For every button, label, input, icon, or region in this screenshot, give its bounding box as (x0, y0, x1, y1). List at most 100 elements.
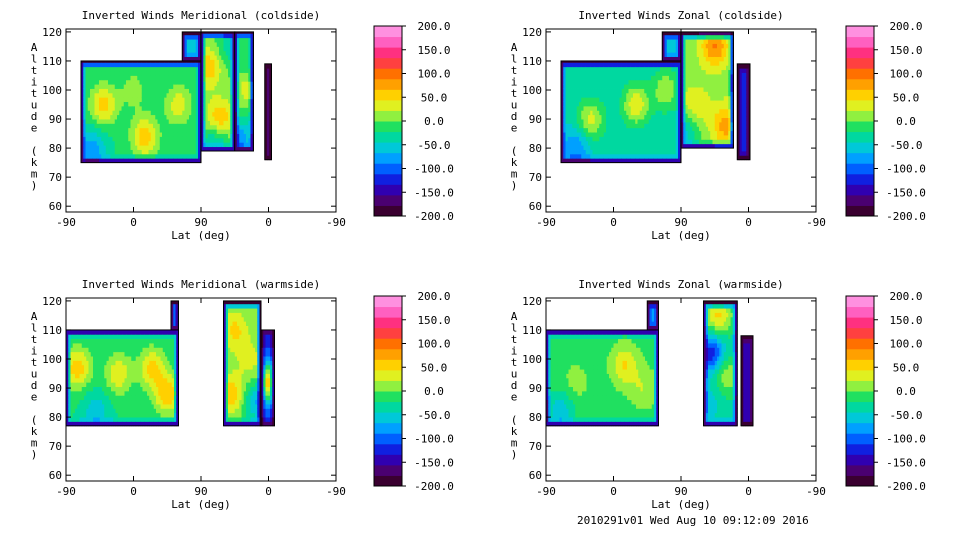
contour-region (703, 300, 738, 427)
x-tick-label: -90 (536, 216, 556, 229)
contour-region (740, 335, 754, 427)
colorbar-swatch (846, 36, 874, 48)
colorbar-swatch (846, 205, 874, 217)
colorbar-swatch (374, 152, 402, 164)
region-outline (740, 335, 754, 427)
chart-panel-2: Inverted Winds Zonal (coldside) -90 0 90 0 -9… (511, 9, 826, 242)
x-tick-label: 0 (265, 216, 272, 229)
chart-title: Inverted Winds Meridional (coldside) (82, 9, 320, 22)
x-tick-label: 90 (194, 485, 207, 498)
region-outline (170, 300, 179, 331)
colorbar-swatch (374, 163, 402, 175)
x-tick-label: 90 (194, 216, 207, 229)
x-tick-label: 0 (610, 485, 617, 498)
colorbar-tick-label: -200.0 (414, 210, 454, 223)
x-tick-label: 0 (265, 485, 272, 498)
colorbar-swatch (846, 338, 874, 350)
colorbar-swatch (374, 99, 402, 111)
contour-field (546, 300, 754, 427)
contour-region (234, 31, 254, 152)
colorbar-tick-label: -100.0 (886, 163, 926, 176)
colorbar-tick-label: 150.0 (417, 314, 450, 327)
region-outline (736, 63, 751, 161)
colorbar-swatch (374, 89, 402, 101)
colorbar-swatch (374, 110, 402, 122)
contour-region (736, 63, 751, 161)
colorbar-tick-label: -50.0 (417, 409, 450, 422)
colorbar-tick-label: -100.0 (414, 433, 454, 446)
x-axis-label: Lat (deg) (651, 498, 711, 511)
chart-title: Inverted Winds Zonal (coldside) (578, 9, 783, 22)
colorbar-tick-label: 200.0 (417, 290, 450, 303)
colorbar-swatch (846, 433, 874, 445)
colorbar-tick-label: 50.0 (421, 91, 448, 104)
region-outline (234, 31, 254, 152)
colorbar-swatch (374, 327, 402, 339)
contour-region (181, 31, 202, 62)
y-tick-label: 70 (529, 440, 542, 453)
colorbar-swatch (846, 99, 874, 111)
contour-region (646, 300, 659, 331)
x-tick-label: 0 (130, 216, 137, 229)
colorbar-swatch (374, 348, 402, 360)
colorbar-swatch (846, 443, 874, 455)
colorbar-swatch (374, 47, 402, 59)
colorbar-swatch (374, 317, 402, 329)
colorbar-swatch (846, 348, 874, 360)
colorbar-tick-label: -150.0 (886, 456, 926, 469)
x-tick-label: -90 (56, 216, 76, 229)
y-tick-label: 120 (42, 295, 62, 308)
colorbar-swatch (846, 464, 874, 476)
colorbar-tick-label: -150.0 (886, 186, 926, 199)
colorbar-swatch (846, 306, 874, 318)
x-tick-label: 0 (610, 216, 617, 229)
colorbar-swatch (846, 78, 874, 90)
colorbar-swatch (374, 380, 402, 392)
colorbar-swatch (374, 26, 402, 38)
y-tick-label: 60 (49, 200, 62, 213)
colorbar-swatch (846, 194, 874, 206)
contour-region (170, 300, 179, 331)
contour-region (66, 329, 179, 427)
colorbar-swatch (846, 422, 874, 434)
colorbar-tick-label: -50.0 (417, 139, 450, 152)
colorbar-swatch (374, 205, 402, 217)
colorbar-swatch (846, 412, 874, 424)
colorbar-swatch (374, 142, 402, 154)
region-outline (680, 31, 734, 149)
colorbar-tick-label: -150.0 (414, 186, 454, 199)
x-tick-label: -90 (326, 216, 346, 229)
region-outline (260, 329, 275, 427)
colorbar-swatch (374, 464, 402, 476)
contour-region (264, 63, 272, 161)
colorbar-swatch (846, 152, 874, 164)
region-outline (546, 329, 659, 427)
colorbar-swatch (846, 57, 874, 69)
colorbar-tick-label: 150.0 (889, 44, 922, 57)
y-tick-label: 70 (49, 440, 62, 453)
colorbar: 200.0 150.0 100.0 50.0 0.0 -50.0 -100.0 -150.0 -… (845, 20, 926, 223)
colorbar-tick-label: 0.0 (424, 115, 444, 128)
colorbar-tick-label: 0.0 (896, 115, 916, 128)
colorbar-swatch (846, 68, 874, 80)
y-tick-label: 80 (529, 411, 542, 424)
x-tick-label: 0 (745, 485, 752, 498)
colorbar-tick-label: 50.0 (893, 91, 920, 104)
colorbar: 200.0 150.0 100.0 50.0 0.0 -50.0 -100.0 -150.0 -… (373, 20, 454, 223)
y-tick-label: 80 (529, 142, 542, 155)
colorbar-swatch (846, 89, 874, 101)
footer-timestamp: 2010291v01 Wed Aug 10 09:12:09 2016 (577, 514, 809, 527)
x-axis-label: Lat (deg) (651, 229, 711, 242)
colorbar-tick-label: 100.0 (417, 338, 450, 351)
colorbar-swatch (846, 163, 874, 175)
colorbar-swatch (846, 173, 874, 185)
y-tick-label: 120 (522, 295, 542, 308)
y-tick-label: 110 (522, 324, 542, 337)
chart-title: Inverted Winds Meridional (warmside) (82, 278, 320, 291)
colorbar-swatch (374, 422, 402, 434)
colorbar-tick-label: -50.0 (889, 409, 922, 422)
colorbar-swatch (374, 454, 402, 466)
